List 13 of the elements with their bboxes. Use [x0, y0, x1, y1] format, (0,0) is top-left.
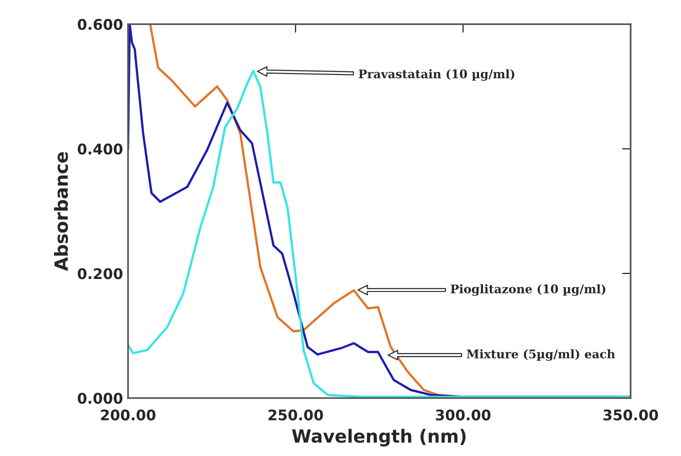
y-tick-label: 0.400 [78, 144, 122, 155]
y-tick-label: 0.200 [78, 268, 122, 280]
x-tick-label: 300.00 [436, 409, 491, 420]
y-axis-title: Absorbance [54, 152, 68, 271]
x-tick-label: 250.00 [268, 409, 323, 420]
y-tick-label: 0.600 [78, 18, 122, 30]
x-tick-label: 200.00 [101, 409, 156, 420]
x-axis-title: Wavelength (nm) [292, 428, 466, 446]
annotation: Pravastatain (10 µg/ml) [358, 69, 514, 81]
annotation: Pioglitazone (10 µg/ml) [450, 284, 606, 296]
annotation: Mixture (5µg/ml) each [466, 349, 616, 361]
y-tick-label: 0.000 [78, 392, 122, 404]
x-tick-label: 350.00 [603, 409, 658, 420]
